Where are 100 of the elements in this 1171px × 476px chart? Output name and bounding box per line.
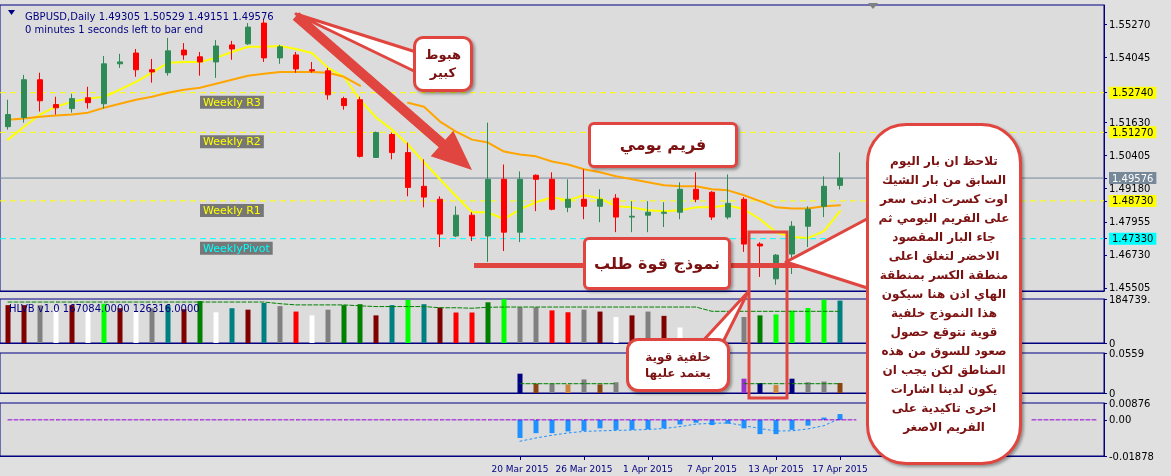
candlestick — [837, 151, 843, 191]
y-tick-label: 1.47955 — [1109, 216, 1151, 228]
bar — [517, 307, 523, 343]
y-tick-label: 0 — [1109, 337, 1116, 349]
bar — [821, 299, 827, 343]
y-tick-label: 1.51270 — [1112, 126, 1154, 138]
text: 0 minutes 1 seconds left to bar end — [25, 23, 203, 35]
y-tick-label: 1.55270 — [1109, 18, 1151, 30]
bar — [437, 307, 443, 343]
candlestick — [805, 205, 811, 248]
bar — [245, 309, 251, 343]
ref-line-label: Weekly R2 — [203, 135, 261, 149]
candlestick — [469, 211, 475, 242]
bar — [837, 300, 843, 343]
ref-line-label: Weekly R3 — [203, 95, 261, 109]
speech-bubble: خلفية قوية يعتمد عليها — [626, 338, 730, 392]
candlestick — [181, 42, 187, 61]
y-tick-label: 1.54045 — [1109, 51, 1151, 63]
bar — [405, 299, 411, 343]
bar — [325, 309, 331, 343]
candlestick — [405, 142, 411, 197]
candlestick — [373, 131, 379, 158]
y-tick-label: 1.49576 — [1112, 172, 1154, 184]
x-tick-label: 1 Apr 2015 — [623, 463, 673, 474]
candlestick — [229, 40, 235, 61]
bar — [469, 312, 475, 343]
candlestick — [821, 175, 827, 218]
speech-bubble: فريم يومي — [588, 122, 738, 168]
candlestick — [165, 37, 171, 77]
y-tick-label: 0.00876 — [1109, 397, 1151, 409]
y-tick-label: 1.46730 — [1109, 249, 1151, 261]
x-tick-label: 20 Mar 2015 — [491, 463, 549, 474]
bar — [453, 312, 459, 343]
bar — [565, 312, 571, 343]
bar — [133, 311, 139, 343]
candlestick — [133, 48, 139, 78]
bar — [309, 315, 315, 343]
candlestick — [213, 39, 219, 79]
bar — [597, 311, 603, 343]
y-tick-label: 1.49180 — [1109, 183, 1151, 195]
y-tick-label: 1.45505 — [1109, 282, 1151, 294]
candlestick — [677, 181, 683, 220]
bar — [741, 378, 747, 393]
candlestick — [629, 200, 635, 233]
x-tick-label: 17 Apr 2015 — [812, 463, 868, 474]
candlestick — [293, 51, 299, 74]
x-tick-label: 26 Mar 2015 — [555, 463, 613, 474]
ref-line-label: Weekly R1 — [203, 203, 261, 217]
bar — [805, 382, 811, 393]
bar — [805, 307, 811, 343]
bar — [533, 307, 539, 343]
bar — [757, 315, 763, 343]
candlestick — [437, 195, 443, 248]
text: GBPUSD,Daily 1.49305 1.50529 1.49151 1.49576 — [25, 10, 274, 22]
candlestick — [789, 220, 795, 275]
candlestick — [245, 22, 251, 46]
bar — [837, 382, 843, 393]
candlestick — [197, 51, 203, 77]
y-tick-label: 184739. — [1109, 293, 1151, 305]
bar — [581, 309, 587, 343]
bar — [773, 314, 779, 343]
bar — [501, 299, 507, 343]
candlestick — [741, 196, 747, 253]
candlestick — [69, 93, 75, 114]
candlestick — [21, 74, 27, 124]
candlestick — [581, 168, 587, 220]
candlestick — [37, 72, 43, 113]
candlestick — [261, 18, 267, 63]
candlestick — [725, 173, 731, 220]
speech-bubble: هبوط كبير — [413, 36, 473, 92]
bar — [581, 379, 587, 393]
candlestick — [613, 193, 619, 233]
y-tick-label: 0.00 — [1109, 414, 1132, 426]
candlestick — [53, 96, 59, 116]
x-tick-label: 7 Apr 2015 — [687, 463, 737, 474]
bar — [613, 382, 619, 393]
candlestick — [757, 241, 763, 278]
candlestick — [149, 58, 155, 84]
candlestick — [357, 96, 363, 158]
y-tick-label: 0.0559 — [1109, 347, 1144, 359]
bar — [741, 317, 747, 343]
candlestick — [485, 122, 491, 263]
bar — [389, 305, 395, 343]
candlestick — [389, 132, 395, 160]
bar — [213, 312, 219, 343]
candlestick — [501, 163, 507, 252]
ref-line-label: WeeklyPivot — [203, 241, 271, 255]
bar — [565, 384, 571, 393]
candlestick — [277, 44, 283, 65]
y-tick-label: 0 — [1109, 387, 1116, 399]
bar — [533, 383, 539, 393]
candlestick — [117, 53, 123, 69]
y-tick-label: 1.50405 — [1109, 150, 1151, 162]
bar — [373, 315, 379, 343]
bar — [773, 385, 779, 393]
y-tick-label: 1.52740 — [1112, 87, 1154, 99]
candlestick — [565, 178, 571, 213]
bar — [277, 306, 283, 343]
y-tick-label: -0.01878 — [1109, 450, 1154, 462]
bar — [293, 311, 299, 343]
